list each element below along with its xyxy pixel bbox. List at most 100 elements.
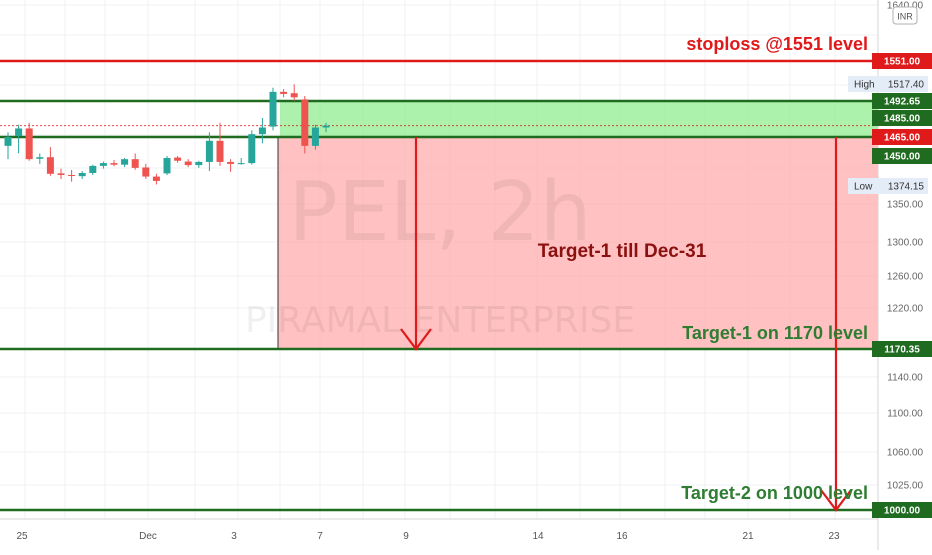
price-axis-ticks: 1640.00 1350.00 1300.00 1260.00 1220.00 1140.…: [887, 1, 924, 492]
price-tick-label: 1025.00: [887, 481, 924, 492]
candle-body: [205, 140, 213, 162]
price-tag-background: [872, 53, 932, 69]
candle: [78, 171, 86, 179]
target-zone: [278, 137, 878, 349]
candle-body: [269, 91, 277, 127]
candle: [142, 163, 150, 179]
price-tick-label: 1220.00: [887, 304, 924, 315]
price-tag: 1485.00: [872, 110, 932, 126]
price-tag-background: [872, 148, 932, 164]
candle: [311, 124, 319, 150]
candle: [322, 122, 330, 133]
price-tick-label: 1300.00: [887, 238, 924, 249]
candle-body: [237, 163, 245, 165]
price-tag-background: [872, 129, 932, 145]
target1-annotation: Target-1 on 1170 level: [682, 323, 868, 343]
candle: [46, 147, 54, 176]
candle-body: [142, 167, 150, 177]
candle-body: [131, 159, 139, 168]
stoploss-annotation: stoploss @1551 level: [686, 34, 868, 54]
candle: [163, 156, 171, 175]
candle: [237, 157, 245, 165]
candle-body: [15, 128, 23, 137]
candle: [174, 156, 182, 163]
candle-body: [89, 165, 97, 174]
currency-label: INR: [897, 12, 913, 22]
candle: [131, 153, 139, 170]
candle: [110, 159, 118, 167]
target2-annotation: Target-2 on 1000 level: [681, 483, 868, 503]
price-tag-background: [872, 502, 932, 518]
price-tag-label: 1465.00: [884, 133, 921, 144]
price-tag: 1551.00: [872, 53, 932, 69]
candle: [205, 132, 213, 172]
candle: [25, 122, 33, 161]
price-tag: 1492.65: [872, 93, 932, 109]
time-tick-label: 7: [317, 531, 323, 542]
price-tag-label: 1000.00: [884, 506, 921, 517]
target2-arrow-head: [820, 489, 852, 512]
high-low-high: High 1517.40: [848, 76, 928, 93]
high-low-background: [848, 76, 928, 93]
candle-body: [68, 174, 76, 176]
candle: [227, 159, 235, 172]
symbol-watermark: PEL, 2h: [288, 165, 591, 260]
candle-body: [152, 176, 160, 181]
target-box-annotation: Target-1 till Dec-31: [538, 241, 707, 262]
candle-body: [248, 134, 256, 164]
price-tag-label: 1170.35: [884, 345, 920, 356]
candle-body: [25, 128, 33, 160]
high-low-background: [848, 178, 928, 194]
name-watermark: PIRAMAL ENTERPRISE: [245, 300, 635, 341]
target-arrows: [400, 137, 852, 512]
candle-body: [301, 99, 309, 146]
candle: [258, 118, 266, 144]
time-tick-label: 25: [16, 531, 28, 542]
price-axis[interactable]: 1640.00 1350.00 1300.00 1260.00 1220.00 1140.…: [848, 0, 932, 550]
candle-body: [280, 91, 288, 94]
currency-badge[interactable]: INR: [892, 6, 918, 25]
candle-body: [78, 173, 86, 177]
target2-arrow: [820, 137, 852, 512]
high-low-key: Low: [854, 182, 873, 193]
candle-body: [195, 161, 203, 166]
candle: [290, 84, 298, 101]
price-tick-label: 1260.00: [887, 272, 924, 283]
time-axis-ticks: 25 Dec 3 7 9 14 16 21 23: [16, 531, 840, 542]
resistance-zone: [280, 101, 878, 137]
candle-body: [227, 161, 235, 164]
price-tick-label: 1060.00: [887, 448, 924, 459]
candle: [248, 130, 256, 165]
candle: [280, 89, 288, 98]
price-tag-background: [872, 93, 932, 109]
candle-body: [110, 163, 118, 165]
candle-body: [121, 159, 129, 165]
price-tag-label: 1551.00: [884, 57, 921, 68]
level-lines: [0, 59, 878, 512]
time-tick-label: 23: [828, 531, 840, 542]
price-tag: 1450.00: [872, 148, 932, 164]
currency-badge-frame: [892, 6, 918, 25]
candles: [4, 84, 330, 185]
candle: [152, 173, 160, 185]
high-low-key: High: [854, 80, 875, 91]
trade-zones: [277, 101, 878, 349]
time-tick-label: 16: [616, 531, 628, 542]
candle-body: [99, 163, 107, 166]
candle: [195, 160, 203, 168]
price-tick-label: 1640.00: [887, 1, 924, 12]
price-tag: 1170.35: [872, 341, 932, 357]
price-tag-background: [872, 341, 932, 357]
time-tick-label: 9: [403, 531, 409, 542]
candle-body: [311, 127, 319, 146]
time-tick-label: 14: [532, 531, 544, 542]
candle-body: [163, 157, 171, 174]
high-low-low: Low 1374.15: [848, 178, 928, 194]
high-low-value: 1374.15: [888, 182, 925, 193]
high-low-labels: High 1517.40 Low 1374.15: [848, 76, 928, 194]
candle: [15, 124, 23, 154]
time-axis[interactable]: 25 Dec 3 7 9 14 16 21 23: [0, 518, 878, 542]
time-tick-label: 3: [231, 531, 237, 542]
